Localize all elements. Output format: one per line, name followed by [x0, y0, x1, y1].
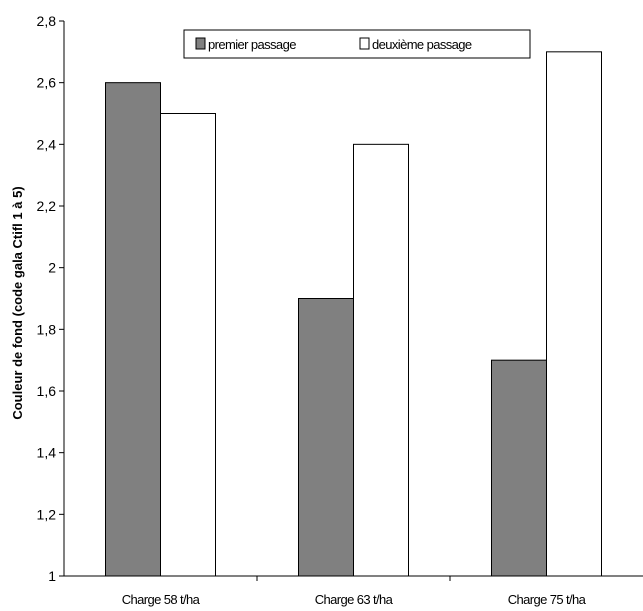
y-tick-label: 2	[48, 260, 56, 276]
axes	[63, 21, 643, 577]
bars	[105, 51, 602, 577]
bar-premier-passage-1	[105, 82, 161, 577]
y-tick-label: 2,4	[37, 136, 57, 152]
y-axis-ticks: 1 1,2 1,4 1,6 1,8 2 2,2 2,4 2,6 2,8	[37, 13, 64, 584]
y-tick-label: 2,2	[37, 198, 57, 214]
y-tick-label: 1	[48, 568, 56, 584]
y-tick-label: 1,8	[37, 321, 57, 337]
y-tick-label: 1,4	[37, 445, 57, 461]
y-tick-label: 1,2	[37, 506, 57, 522]
legend-box	[183, 29, 531, 59]
bar-deuxieme-passage-3	[546, 51, 602, 577]
y-axis-label: Couleur de fond (code gala Ctifl 1 à 5)	[10, 186, 25, 419]
legend-label-premier-passage: premier passage	[208, 37, 296, 52]
x-category-label: Charge 63 t/ha	[315, 592, 394, 607]
bar-premier-passage-3	[491, 359, 547, 577]
bar-deuxieme-passage-2	[353, 143, 409, 577]
bar-deuxieme-passage-1	[160, 113, 216, 577]
y-tick-label: 2,6	[37, 75, 57, 91]
x-axis-categories: Charge 58 t/ha Charge 63 t/ha Charge 75 t/…	[122, 576, 587, 607]
legend-swatch-premier-passage	[195, 37, 206, 50]
y-tick-label: 2,8	[37, 13, 57, 29]
bar-premier-passage-2	[298, 298, 354, 577]
legend-swatch-deuxieme-passage	[359, 37, 370, 50]
legend: premier passage deuxième passage	[183, 29, 531, 59]
legend-label-deuxieme-passage: deuxième passage	[372, 37, 472, 52]
x-category-label: Charge 58 t/ha	[122, 592, 201, 607]
x-category-label: Charge 75 t/ha	[508, 592, 587, 607]
y-tick-label: 1,6	[37, 383, 57, 399]
